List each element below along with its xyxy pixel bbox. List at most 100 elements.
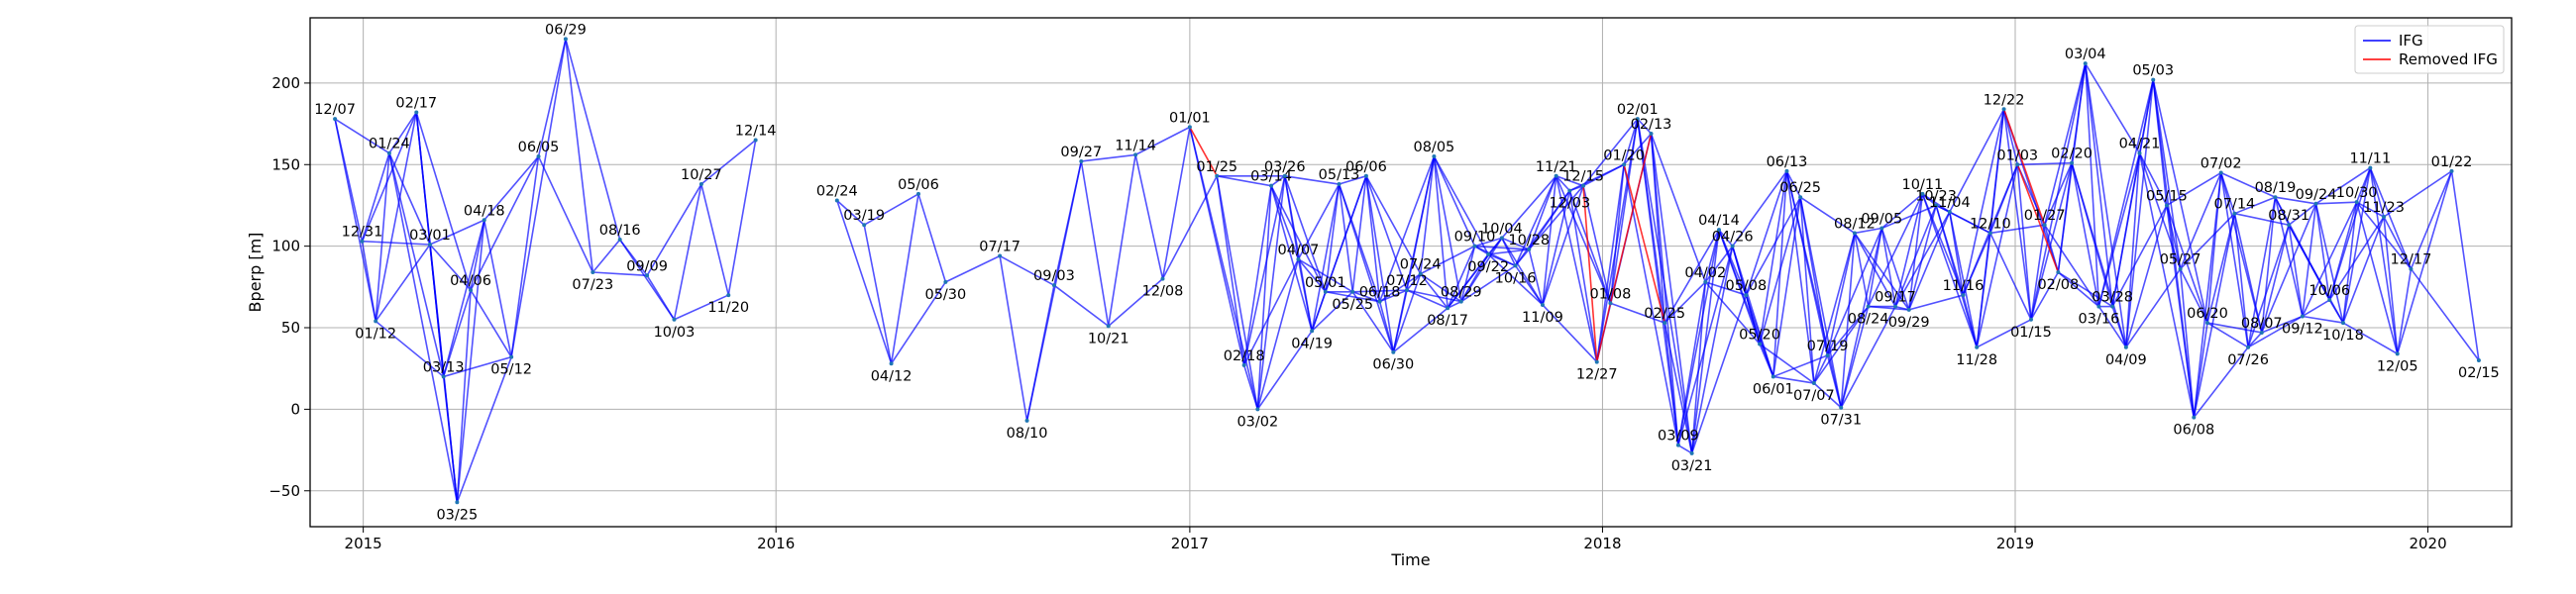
ifg-edge: [565, 39, 621, 241]
date-label: 02/01: [1617, 102, 1659, 118]
ifg-edge: [1108, 277, 1164, 327]
acquisition-point: [1554, 173, 1558, 178]
ifg-edge: [2016, 164, 2032, 320]
date-label: 04/02: [1684, 265, 1726, 281]
ifg-edge: [1406, 155, 1436, 291]
acquisition-point: [834, 198, 839, 203]
y-tick-label: 100: [271, 238, 300, 255]
ifg-edge: [1907, 193, 1924, 310]
ifg-edge: [388, 152, 431, 246]
ifg-edge: [1351, 175, 1367, 292]
acquisition-point: [1758, 342, 1763, 346]
ifg-edge: [1609, 164, 1625, 304]
acquisition-point: [2409, 266, 2414, 271]
x-axis: 2015 2016 2017 2018 2019 2020: [345, 527, 2447, 552]
acquisition-point: [1771, 374, 1775, 379]
ifg-edge: [1406, 289, 1449, 309]
acquisition-point: [2354, 200, 2359, 205]
date-label: 06/18: [1359, 285, 1401, 301]
y-axis-title: Bperp [m]: [246, 233, 265, 313]
acquisition-point: [1581, 183, 1586, 188]
acquisition-point: [1689, 450, 1694, 455]
date-label: 08/12: [1834, 216, 1876, 232]
date-label: 03/21: [1671, 458, 1713, 474]
ifg-edge: [2247, 224, 2290, 348]
date-label: 06/13: [1767, 154, 1808, 170]
legend-label: Removed IFG: [2399, 50, 2498, 68]
ifg-edge: [727, 140, 757, 296]
ifg-edge: [1270, 185, 1313, 332]
ifg-edge: [1311, 291, 1353, 332]
ifg-edge: [1216, 175, 1259, 410]
ifg-edge: [1867, 228, 1883, 307]
acquisition-point: [1663, 321, 1667, 326]
acquisition-point: [441, 374, 446, 379]
date-label: 08/07: [2241, 316, 2283, 332]
date-label: 04/14: [1698, 213, 1740, 229]
acquisition-point: [1649, 131, 1654, 136]
ifg-edge: [2138, 79, 2155, 153]
acquisition-point: [1418, 271, 1423, 276]
date-label: 07/12: [1386, 273, 1428, 289]
date-label: 03/02: [1236, 414, 1278, 430]
acquisition-point: [1405, 288, 1410, 293]
ifg-edge: [361, 152, 390, 242]
ifg-edge: [2085, 62, 2141, 154]
ifg-edge: [1826, 228, 1883, 356]
acquisition-point: [1527, 247, 1532, 251]
ifg-edge: [2193, 172, 2222, 418]
date-label: 08/10: [1007, 426, 1048, 442]
date-label: 10/04: [1481, 221, 1523, 237]
ifg-edge: [700, 139, 757, 185]
ifg-edge: [1677, 444, 1693, 454]
ifg-edge: [2030, 162, 2073, 320]
date-label: 09/09: [626, 258, 668, 274]
date-label: 08/19: [2255, 180, 2297, 196]
removed-ifg-edge: [2002, 108, 2046, 226]
ifg-edge: [1718, 229, 1774, 377]
ifg-edge: [456, 220, 485, 503]
date-label: 02/18: [1224, 348, 1265, 364]
ifg-edge: [836, 200, 893, 364]
ifg-edge: [1420, 245, 1475, 275]
ifg-edge: [2314, 203, 2344, 324]
ifg-edge: [1813, 233, 1856, 384]
date-label: 12/15: [1562, 169, 1604, 185]
ifg-edge: [1351, 291, 1394, 353]
acquisition-point: [726, 293, 731, 298]
ifg-edge: [1053, 284, 1110, 328]
date-label: 12/22: [1984, 92, 2025, 108]
ifg-edge: [388, 112, 417, 154]
ifg-edge: [2071, 162, 2100, 307]
ifg-edge: [429, 219, 485, 246]
acquisition-point: [2313, 201, 2318, 206]
date-label: 12/14: [735, 124, 777, 140]
ifg-edge: [2302, 201, 2358, 317]
ifg-edge: [1325, 183, 1341, 292]
ifg-edge: [1542, 175, 1557, 306]
date-label: 10/23: [1915, 188, 1957, 204]
ifg-edge: [361, 241, 376, 322]
date-label: 04/06: [450, 273, 491, 289]
acquisition-point: [1866, 304, 1871, 309]
ifg-edge: [863, 225, 893, 364]
ifg-edge: [1528, 185, 1584, 250]
ifg-edge: [2125, 79, 2155, 347]
ifg-edge: [2410, 170, 2453, 270]
date-label: 09/29: [1888, 315, 1930, 331]
ifg-edge: [674, 294, 729, 321]
acquisition-point: [1879, 226, 1884, 231]
acquisition-point: [1920, 191, 1925, 196]
date-label: 02/25: [1644, 306, 1685, 322]
ifg-edge: [1976, 164, 2019, 347]
date-label: 11/28: [1956, 352, 1997, 368]
date-label: 01/22: [2431, 154, 2473, 170]
ifg-edge: [1284, 175, 1340, 185]
ifg-edge: [1134, 154, 1164, 279]
legend-label: IFG: [2399, 32, 2423, 50]
acquisition-point: [2300, 314, 2305, 319]
date-label: 12/03: [1549, 196, 1590, 212]
acquisition-point: [536, 154, 541, 159]
ifg-edge: [592, 271, 648, 277]
acquisition-point: [1079, 158, 1084, 163]
